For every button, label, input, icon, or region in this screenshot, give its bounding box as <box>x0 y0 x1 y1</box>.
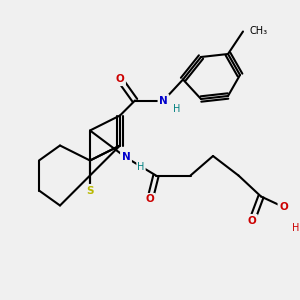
Text: O: O <box>248 215 256 226</box>
Text: N: N <box>159 95 168 106</box>
Text: S: S <box>86 185 94 196</box>
Text: N: N <box>122 152 130 163</box>
Text: O: O <box>279 202 288 212</box>
Text: O: O <box>116 74 124 85</box>
Text: H: H <box>292 223 299 233</box>
Text: CH₃: CH₃ <box>249 26 267 37</box>
Text: H: H <box>173 104 181 115</box>
Text: H: H <box>137 161 145 172</box>
Text: O: O <box>146 194 154 205</box>
